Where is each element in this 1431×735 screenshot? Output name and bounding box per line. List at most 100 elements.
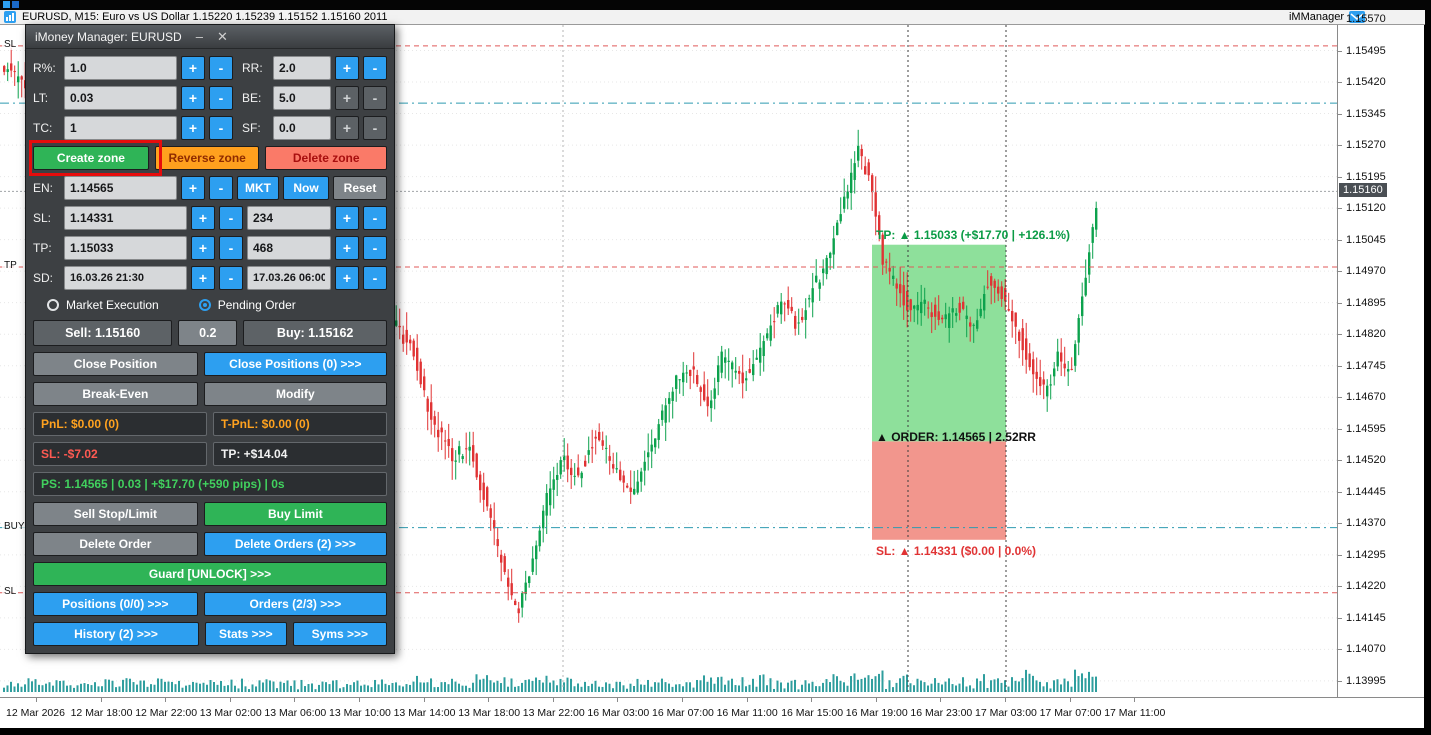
price-axis-tick <box>1338 82 1342 84</box>
tc-input[interactable] <box>64 116 177 140</box>
be-input[interactable] <box>273 86 331 110</box>
sl-tp-money-row: SL: -$7.02 TP: +$14.04 <box>33 442 387 466</box>
sf-label: SF: <box>242 121 261 135</box>
sell-button[interactable]: Sell: 1.15160 <box>33 320 173 346</box>
price-axis-tick <box>1338 428 1342 430</box>
entry-plus-button[interactable]: + <box>181 176 205 200</box>
total-pnl-cell: T-PnL: $0.00 (0) <box>213 412 387 436</box>
tc-plus-button[interactable]: + <box>181 116 205 140</box>
be-minus-button[interactable]: - <box>363 86 387 110</box>
rr-minus-button[interactable]: - <box>363 56 387 80</box>
panel-title-bar[interactable]: iMoney Manager: EURUSD – ✕ <box>26 25 394 49</box>
tp-points-plus-button[interactable]: + <box>335 236 359 260</box>
entry-price-input[interactable] <box>64 176 177 200</box>
sl-price-input[interactable] <box>64 206 187 230</box>
sl-points-input[interactable] <box>247 206 331 230</box>
sf-plus-button[interactable]: + <box>335 116 359 140</box>
time-axis-label: 16 Mar 15:00 <box>781 707 844 719</box>
rr-label: RR: <box>242 61 263 75</box>
rr-input[interactable] <box>273 56 331 80</box>
syms-button[interactable]: Syms >>> <box>292 622 387 646</box>
history-button[interactable]: History (2) >>> <box>33 622 199 646</box>
rr-plus-button[interactable]: + <box>335 56 359 80</box>
price-axis-tick <box>1338 460 1342 462</box>
create-zone-button[interactable]: Create zone <box>33 146 149 170</box>
bid-price-marker: 1.15160 <box>1339 183 1387 197</box>
price-axis-label: 1.15345 <box>1346 107 1386 120</box>
sl-points-plus-button[interactable]: + <box>335 206 359 230</box>
sd-to-plus-button[interactable]: + <box>335 266 359 290</box>
lot-minus-button[interactable]: - <box>209 86 233 110</box>
price-axis[interactable]: 1.15160 1.15570 1.15495 1.15420 1.15345 1.15… <box>1337 13 1424 697</box>
close-button[interactable]: ✕ <box>216 29 228 44</box>
tp-points-minus-button[interactable]: - <box>363 236 387 260</box>
tc-sf-row: TC: + - SF: + - <box>33 116 387 140</box>
sl-price-plus-button[interactable]: + <box>191 206 215 230</box>
chart-icon[interactable] <box>4 11 16 23</box>
time-axis-tick <box>359 698 360 702</box>
tp-points-input[interactable] <box>247 236 331 260</box>
buy-button[interactable]: Buy: 1.15162 <box>243 320 387 346</box>
delete-orders-row: Delete Order Delete Orders (2) >>> <box>33 532 387 556</box>
stoploss-row: SL: + - + - <box>33 206 387 230</box>
sd-from-plus-button[interactable]: + <box>191 266 215 290</box>
entry-minus-button[interactable]: - <box>209 176 233 200</box>
tp-price-minus-button[interactable]: - <box>219 236 243 260</box>
modify-button[interactable]: Modify <box>203 382 387 406</box>
order-line-label: TP <box>2 259 19 271</box>
time-axis[interactable]: 12 Mar 2026 12 Mar 18:00 12 Mar 22:00 13 Ma… <box>0 697 1424 728</box>
price-axis-label: 1.14745 <box>1346 359 1386 372</box>
sf-input[interactable] <box>273 116 331 140</box>
price-axis-label: 1.14520 <box>1346 454 1386 467</box>
sd-to-minus-button[interactable]: - <box>363 266 387 290</box>
now-button[interactable]: Now <box>283 176 329 200</box>
risk-percent-minus-button[interactable]: - <box>209 56 233 80</box>
zone-sl-label: SL: ▲ 1.14331 ($0.00 | 0.0%) <box>876 544 1036 558</box>
break-even-button[interactable]: Break-Even <box>33 382 198 406</box>
mkt-button[interactable]: MKT <box>237 176 279 200</box>
time-axis-tick <box>423 698 425 702</box>
sd-from-input[interactable] <box>64 266 187 290</box>
entry-label: EN: <box>33 181 54 195</box>
lot-size-button[interactable]: 0.2 <box>178 320 238 346</box>
sf-minus-button[interactable]: - <box>363 116 387 140</box>
reverse-zone-button[interactable]: Reverse zone <box>154 146 260 170</box>
position-summary-row: PS: 1.14565 | 0.03 | +$17.70 (+590 pips)… <box>33 472 387 496</box>
delete-orders-button[interactable]: Delete Orders (2) >>> <box>203 532 387 556</box>
time-axis-label: 16 Mar 07:00 <box>652 707 714 719</box>
sl-points-minus-button[interactable]: - <box>363 206 387 230</box>
delete-zone-button[interactable]: Delete zone <box>265 146 387 170</box>
close-positions-button[interactable]: Close Positions (0) >>> <box>203 352 387 376</box>
sd-to-input[interactable] <box>247 266 331 290</box>
sd-from-minus-button[interactable]: - <box>219 266 243 290</box>
execution-mode-row: Market Execution Pending Order <box>33 296 387 314</box>
market-execution-radio[interactable]: Market Execution <box>47 298 159 312</box>
risk-percent-plus-button[interactable]: + <box>181 56 205 80</box>
pending-order-radio[interactable]: Pending Order <box>198 298 296 312</box>
price-axis-tick <box>1338 145 1342 147</box>
minimize-button[interactable]: – <box>195 29 203 44</box>
orders-button[interactable]: Orders (2/3) >>> <box>203 592 387 616</box>
risk-percent-input[interactable] <box>64 56 177 80</box>
entry-row: EN: + - MKT Now Reset <box>33 176 387 200</box>
stats-button[interactable]: Stats >>> <box>205 622 287 646</box>
pending-order-label: Pending Order <box>217 298 296 312</box>
be-plus-button[interactable]: + <box>335 86 359 110</box>
lot-plus-button[interactable]: + <box>181 86 205 110</box>
reset-button[interactable]: Reset <box>333 176 387 200</box>
tc-minus-button[interactable]: - <box>209 116 233 140</box>
lot-input[interactable] <box>64 86 177 110</box>
close-position-button[interactable]: Close Position <box>33 352 198 376</box>
delete-order-button[interactable]: Delete Order <box>33 532 198 556</box>
buy-limit-button[interactable]: Buy Limit <box>203 502 387 526</box>
risk-percent-label: R%: <box>33 61 56 75</box>
pending-buttons-row: Sell Stop/Limit Buy Limit <box>33 502 387 526</box>
sell-stop-limit-button[interactable]: Sell Stop/Limit <box>33 502 198 526</box>
tp-price-plus-button[interactable]: + <box>191 236 215 260</box>
guard-button[interactable]: Guard [UNLOCK] >>> <box>33 562 387 586</box>
sl-price-minus-button[interactable]: - <box>219 206 243 230</box>
immanager-icon[interactable] <box>1349 11 1365 23</box>
tp-price-input[interactable] <box>64 236 187 260</box>
positions-button[interactable]: Positions (0/0) >>> <box>33 592 198 616</box>
time-axis-label: 13 Mar 06:00 <box>264 707 327 719</box>
